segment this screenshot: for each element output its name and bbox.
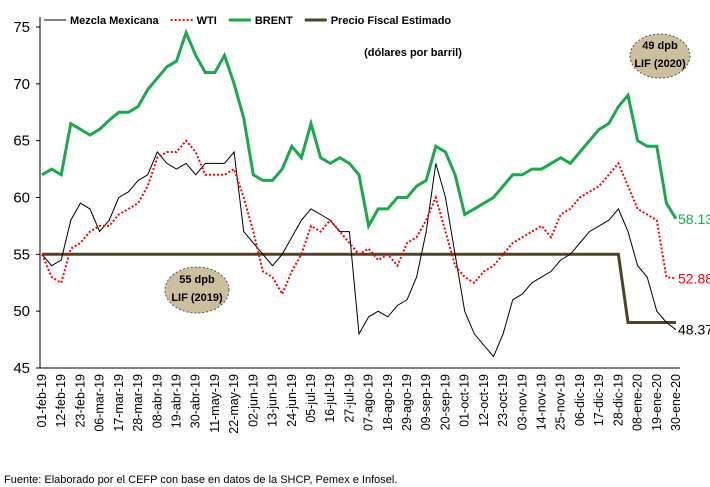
annotation-bubble xyxy=(164,266,230,314)
y-tick-label: 75 xyxy=(13,19,30,36)
x-tick-label: 28-dic-19 xyxy=(611,374,625,426)
annotation: 55 dpb xyxy=(179,274,215,286)
x-tick-label: 08-ene-20 xyxy=(631,374,645,431)
x-tick-label: 08-abr-19 xyxy=(150,374,164,428)
x-tick-label: 06-mar-19 xyxy=(93,374,107,432)
x-tick-label: 17-dic-19 xyxy=(592,374,606,426)
x-tick-label: 20-sep-19 xyxy=(438,374,452,430)
end-value-label: 48.37 xyxy=(678,322,710,338)
x-tick-label: 13-jun-19 xyxy=(266,374,280,427)
subtitle: (dólares por barril) xyxy=(364,47,462,59)
x-tick-label: 25-nov-19 xyxy=(554,374,568,430)
x-tick-label: 02-jun-19 xyxy=(246,374,260,427)
x-tick-label: 24-jun-19 xyxy=(285,374,299,427)
x-tick-label: 14-nov-19 xyxy=(535,374,549,430)
line-series xyxy=(41,150,677,358)
x-tick-label: 11-may-19 xyxy=(208,374,222,433)
y-tick-label: 60 xyxy=(13,190,30,207)
legend-label: Precio Fiscal Estimado xyxy=(331,15,452,27)
y-tick-label: 55 xyxy=(13,246,30,263)
x-tick-label: 01-feb-19 xyxy=(35,374,49,428)
legend-label: BRENT xyxy=(255,15,293,27)
x-tick-label: 12-feb-19 xyxy=(54,374,68,428)
annotation-bubble xyxy=(629,33,691,79)
legend-label: Mezcla Mexicana xyxy=(70,15,160,27)
x-tick-label: 18-ago-19 xyxy=(381,374,395,431)
line-series xyxy=(42,252,676,324)
end-value-label: 52.88 xyxy=(678,270,710,286)
x-tick-label: 30-abr-19 xyxy=(189,374,203,428)
line-series xyxy=(41,28,678,231)
x-tick-label: 09-sep-19 xyxy=(419,374,433,430)
annotation: 49 dpb xyxy=(642,40,678,52)
source-note: Fuente: Elaborado por el CEFP con base e… xyxy=(4,474,397,486)
line-series xyxy=(41,139,677,297)
y-tick-label: 70 xyxy=(13,76,30,93)
x-tick-label: 12-oct-19 xyxy=(477,374,491,427)
y-tick-label: 45 xyxy=(13,360,30,377)
x-tick-label: 29-ago-19 xyxy=(400,374,414,431)
x-tick-label: 30-ene-20 xyxy=(669,374,683,431)
x-tick-label: 03-nov-19 xyxy=(515,374,529,430)
x-tick-label: 27-jul-19 xyxy=(342,374,356,423)
x-tick-label: 17-mar-19 xyxy=(112,374,126,432)
y-tick-label: 65 xyxy=(13,133,30,150)
x-tick-label: 28-mar-19 xyxy=(131,374,145,432)
x-tick-label: 19-abr-19 xyxy=(169,374,183,428)
x-tick-label: 22-may-19 xyxy=(227,374,241,434)
x-tick-label: 23-feb-19 xyxy=(73,374,87,428)
x-tick-label: 07-ago-19 xyxy=(362,374,376,431)
x-tick-label: 23-oct-19 xyxy=(496,374,510,427)
x-tick-label: 01-oct-19 xyxy=(458,374,472,427)
x-tick-label: 16-jul-19 xyxy=(323,374,337,423)
y-tick-label: 50 xyxy=(13,303,30,320)
legend-label: WTI xyxy=(197,15,217,27)
x-tick-label: 05-jul-19 xyxy=(304,374,318,423)
x-tick-label: 19-ene-20 xyxy=(650,374,664,431)
x-tick-label: 06-dic-19 xyxy=(573,374,587,426)
annotation: LIF (2020) xyxy=(634,58,686,70)
end-value-label: 58.13 xyxy=(678,211,710,227)
annotation: LIF (2019) xyxy=(171,292,223,304)
